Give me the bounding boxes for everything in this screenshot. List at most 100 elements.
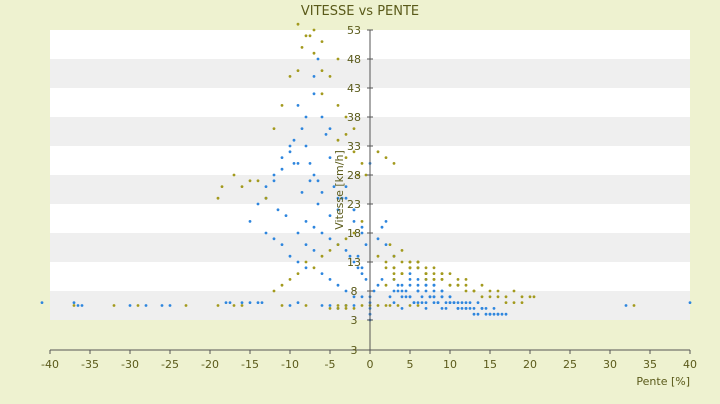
data-point-series-2 (464, 283, 468, 287)
x-tick-label: -10 (281, 358, 299, 371)
data-point-series-1 (396, 289, 400, 293)
data-point-series-2 (388, 304, 392, 307)
data-point-series-2 (416, 266, 420, 270)
data-point-series-1 (344, 249, 348, 252)
data-point-series-2 (352, 231, 356, 235)
data-point-series-2 (360, 220, 364, 223)
data-point-series-1 (440, 307, 444, 310)
data-point-series-1 (288, 304, 292, 307)
data-point-series-2 (472, 289, 476, 293)
data-point-series-2 (264, 196, 268, 200)
chart-title: VITESSE vs PENTE (301, 4, 419, 19)
data-point-series-1 (160, 304, 164, 307)
data-point-series-1 (280, 243, 284, 247)
data-point-series-1 (352, 220, 356, 223)
data-point-series-1 (440, 289, 444, 293)
data-point-series-2 (272, 289, 276, 293)
data-point-series-2 (352, 307, 356, 310)
data-point-series-1 (332, 185, 336, 189)
data-point-series-1 (344, 196, 348, 200)
data-point-series-2 (376, 304, 380, 307)
data-point-series-1 (428, 295, 432, 299)
data-point-series-1 (404, 295, 408, 299)
data-point-series-2 (248, 179, 252, 183)
data-point-series-2 (384, 266, 388, 270)
data-point-series-1 (308, 162, 312, 165)
data-point-series-1 (416, 278, 420, 281)
x-tick-label: 30 (603, 358, 617, 371)
data-point-series-1 (340, 196, 344, 200)
data-point-series-1 (352, 304, 356, 307)
data-point-series-2 (308, 34, 312, 38)
x-tick-label: 5 (407, 358, 414, 371)
data-point-series-2 (464, 278, 468, 281)
data-points (40, 22, 692, 322)
data-point-series-2 (112, 304, 116, 307)
data-point-series-1 (304, 144, 308, 148)
data-point-series-2 (632, 304, 636, 307)
data-point-series-1 (72, 301, 76, 304)
data-point-series-1 (500, 312, 504, 316)
data-point-series-1 (448, 295, 452, 299)
data-point-series-2 (528, 295, 532, 299)
data-point-series-2 (496, 295, 500, 299)
data-point-series-2 (336, 138, 340, 142)
y-tick-label: 3 (351, 344, 358, 357)
data-point-series-1 (464, 307, 468, 310)
x-tick-label: 40 (683, 358, 697, 371)
data-point-series-2 (336, 304, 340, 307)
data-point-series-2 (344, 156, 348, 160)
data-point-series-2 (280, 304, 284, 307)
data-point-series-1 (468, 307, 472, 310)
data-point-series-1 (460, 301, 464, 304)
x-tick-label: -5 (325, 358, 336, 371)
y-tick-label: 43 (347, 82, 361, 95)
data-point-series-1 (464, 301, 468, 304)
data-point-series-1 (256, 202, 260, 206)
data-point-series-1 (324, 133, 328, 136)
x-tick-labels: -40 -35 -30 -25 -20 -15 -10 -5 0 5 10 15 20 25 30 35 40 (41, 350, 697, 371)
data-point-series-2 (512, 301, 516, 304)
data-point-series-1 (356, 266, 360, 270)
data-point-series-1 (292, 162, 296, 165)
data-point-series-2 (336, 104, 340, 107)
data-point-series-2 (392, 272, 396, 275)
x-tick-label: 20 (523, 358, 537, 371)
data-point-series-2 (300, 46, 304, 49)
data-point-series-1 (364, 243, 368, 247)
data-point-series-2 (464, 289, 468, 293)
data-point-series-2 (232, 173, 236, 177)
data-point-series-2 (432, 272, 436, 275)
data-point-series-1 (472, 312, 476, 316)
data-point-series-1 (416, 289, 420, 293)
x-tick-label: 25 (563, 358, 577, 371)
data-point-series-1 (444, 307, 448, 310)
data-point-series-1 (392, 301, 396, 304)
data-point-series-2 (232, 304, 236, 307)
data-point-series-1 (624, 304, 628, 307)
data-point-series-1 (688, 301, 692, 304)
data-point-series-1 (484, 312, 488, 316)
x-tick-label: -40 (41, 358, 59, 371)
data-point-series-2 (328, 249, 332, 252)
data-point-series-2 (352, 127, 356, 130)
data-point-series-1 (420, 295, 424, 299)
data-point-series-1 (328, 237, 332, 241)
data-point-series-2 (336, 307, 340, 310)
data-point-series-2 (392, 278, 396, 281)
x-axis-label: Pente [%] (636, 375, 690, 388)
data-point-series-2 (408, 304, 412, 307)
data-point-series-2 (496, 289, 500, 293)
data-point-series-1 (388, 295, 392, 299)
data-point-series-1 (248, 301, 252, 304)
data-point-series-1 (328, 156, 332, 160)
data-point-series-1 (228, 301, 232, 304)
data-point-series-1 (296, 231, 300, 235)
data-point-series-1 (304, 266, 308, 270)
data-point-series-1 (456, 307, 460, 310)
data-point-series-2 (272, 127, 276, 130)
data-point-series-1 (400, 295, 404, 299)
y-tick-label: 3 (351, 314, 358, 327)
data-point-series-1 (300, 191, 304, 194)
